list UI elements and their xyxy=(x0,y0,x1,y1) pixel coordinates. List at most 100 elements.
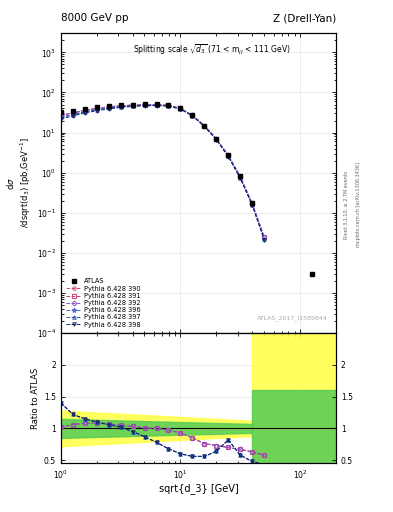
Pythia 6.428 396 xyxy=(178,106,183,112)
Pythia 6.428 398 xyxy=(226,154,231,160)
ATLAS xyxy=(59,109,63,115)
Pythia 6.428 397 xyxy=(250,202,255,208)
ATLAS xyxy=(154,101,159,108)
Pythia 6.428 396 xyxy=(202,123,207,129)
Pythia 6.428 396 xyxy=(166,103,171,109)
Pythia 6.428 391 xyxy=(82,107,87,113)
Pythia 6.428 398 xyxy=(262,237,266,243)
Pythia 6.428 398 xyxy=(214,137,219,143)
Text: ATLAS_2017_I1589844: ATLAS_2017_I1589844 xyxy=(257,315,328,321)
Pythia 6.428 391 xyxy=(214,136,219,142)
Pythia 6.428 396 xyxy=(238,175,242,181)
Pythia 6.428 390 xyxy=(178,105,183,112)
ATLAS xyxy=(107,103,111,109)
Pythia 6.428 396 xyxy=(107,105,111,111)
Pythia 6.428 391 xyxy=(71,110,75,116)
Pythia 6.428 397 xyxy=(118,104,123,110)
Pythia 6.428 397 xyxy=(82,109,87,115)
Pythia 6.428 390 xyxy=(82,107,87,113)
Pythia 6.428 390 xyxy=(250,201,255,207)
Line: ATLAS: ATLAS xyxy=(59,102,314,276)
Pythia 6.428 390 xyxy=(166,102,171,109)
ATLAS xyxy=(166,102,171,108)
Pythia 6.428 398 xyxy=(107,106,111,112)
Pythia 6.428 398 xyxy=(118,104,123,111)
Pythia 6.428 398 xyxy=(166,103,171,109)
ATLAS xyxy=(71,108,75,114)
Line: Pythia 6.428 396: Pythia 6.428 396 xyxy=(59,103,266,241)
Pythia 6.428 397 xyxy=(226,153,231,159)
Pythia 6.428 390 xyxy=(95,105,99,112)
Pythia 6.428 397 xyxy=(95,106,99,113)
Y-axis label: Ratio to ATLAS: Ratio to ATLAS xyxy=(31,368,40,429)
Pythia 6.428 397 xyxy=(154,102,159,109)
Legend: ATLAS, Pythia 6.428 390, Pythia 6.428 391, Pythia 6.428 392, Pythia 6.428 396, P: ATLAS, Pythia 6.428 390, Pythia 6.428 39… xyxy=(64,276,143,330)
Pythia 6.428 391 xyxy=(262,234,266,240)
Pythia 6.428 392 xyxy=(262,234,266,240)
Pythia 6.428 397 xyxy=(202,123,207,129)
Pythia 6.428 397 xyxy=(130,103,135,109)
Pythia 6.428 392 xyxy=(82,107,87,113)
Pythia 6.428 397 xyxy=(59,114,63,120)
Pythia 6.428 391 xyxy=(154,102,159,108)
Pythia 6.428 390 xyxy=(71,110,75,116)
Pythia 6.428 390 xyxy=(107,104,111,110)
ATLAS xyxy=(202,122,207,129)
Pythia 6.428 390 xyxy=(118,103,123,109)
Pythia 6.428 392 xyxy=(250,201,255,207)
Pythia 6.428 392 xyxy=(238,174,242,180)
ATLAS xyxy=(190,112,195,118)
Pythia 6.428 392 xyxy=(95,105,99,112)
Pythia 6.428 391 xyxy=(226,152,231,158)
Pythia 6.428 398 xyxy=(250,202,255,208)
ATLAS xyxy=(310,271,314,277)
Pythia 6.428 391 xyxy=(118,103,123,109)
Pythia 6.428 392 xyxy=(71,110,75,116)
Pythia 6.428 398 xyxy=(238,175,242,181)
Pythia 6.428 397 xyxy=(214,136,219,142)
Pythia 6.428 396 xyxy=(71,112,75,118)
Pythia 6.428 390 xyxy=(59,112,63,118)
Pythia 6.428 396 xyxy=(214,136,219,142)
Text: Splitting scale $\sqrt{d_3}$ (71 < m$_{ll}$ < 111 GeV): Splitting scale $\sqrt{d_3}$ (71 < m$_{l… xyxy=(134,42,291,57)
Pythia 6.428 392 xyxy=(130,102,135,108)
Pythia 6.428 391 xyxy=(178,105,183,112)
Pythia 6.428 391 xyxy=(142,102,147,108)
ATLAS xyxy=(178,105,183,112)
Pythia 6.428 396 xyxy=(59,114,63,120)
Pythia 6.428 390 xyxy=(226,152,231,158)
Pythia 6.428 392 xyxy=(59,112,63,118)
Line: Pythia 6.428 397: Pythia 6.428 397 xyxy=(59,103,266,241)
Pythia 6.428 390 xyxy=(214,136,219,142)
Pythia 6.428 397 xyxy=(166,103,171,109)
Pythia 6.428 392 xyxy=(118,103,123,109)
Pythia 6.428 396 xyxy=(130,103,135,109)
Line: Pythia 6.428 392: Pythia 6.428 392 xyxy=(59,103,266,239)
Pythia 6.428 391 xyxy=(250,201,255,207)
Pythia 6.428 391 xyxy=(130,102,135,108)
Pythia 6.428 391 xyxy=(166,102,171,109)
Text: mcplots.cern.ch [arXiv:1306.3436]: mcplots.cern.ch [arXiv:1306.3436] xyxy=(356,162,361,247)
Text: Z (Drell-Yan): Z (Drell-Yan) xyxy=(273,13,336,23)
Pythia 6.428 390 xyxy=(154,102,159,108)
Pythia 6.428 391 xyxy=(59,112,63,118)
Pythia 6.428 392 xyxy=(154,102,159,108)
Pythia 6.428 390 xyxy=(202,122,207,129)
X-axis label: sqrt{d_3} [GeV]: sqrt{d_3} [GeV] xyxy=(159,483,238,494)
Pythia 6.428 397 xyxy=(262,236,266,242)
Y-axis label: d$\sigma$
/dsqrt(d$_3$) [pb,GeV$^{-1}$]: d$\sigma$ /dsqrt(d$_3$) [pb,GeV$^{-1}$] xyxy=(5,138,33,228)
Pythia 6.428 397 xyxy=(190,113,195,119)
Pythia 6.428 396 xyxy=(250,202,255,208)
Pythia 6.428 391 xyxy=(107,104,111,110)
Pythia 6.428 390 xyxy=(190,112,195,118)
ATLAS xyxy=(118,102,123,109)
Pythia 6.428 398 xyxy=(82,110,87,116)
Pythia 6.428 398 xyxy=(130,103,135,110)
Pythia 6.428 390 xyxy=(142,102,147,108)
ATLAS xyxy=(130,101,135,108)
Pythia 6.428 396 xyxy=(154,102,159,109)
Pythia 6.428 392 xyxy=(226,152,231,158)
Line: Pythia 6.428 391: Pythia 6.428 391 xyxy=(59,103,266,239)
Pythia 6.428 398 xyxy=(154,102,159,109)
Pythia 6.428 390 xyxy=(262,234,266,240)
